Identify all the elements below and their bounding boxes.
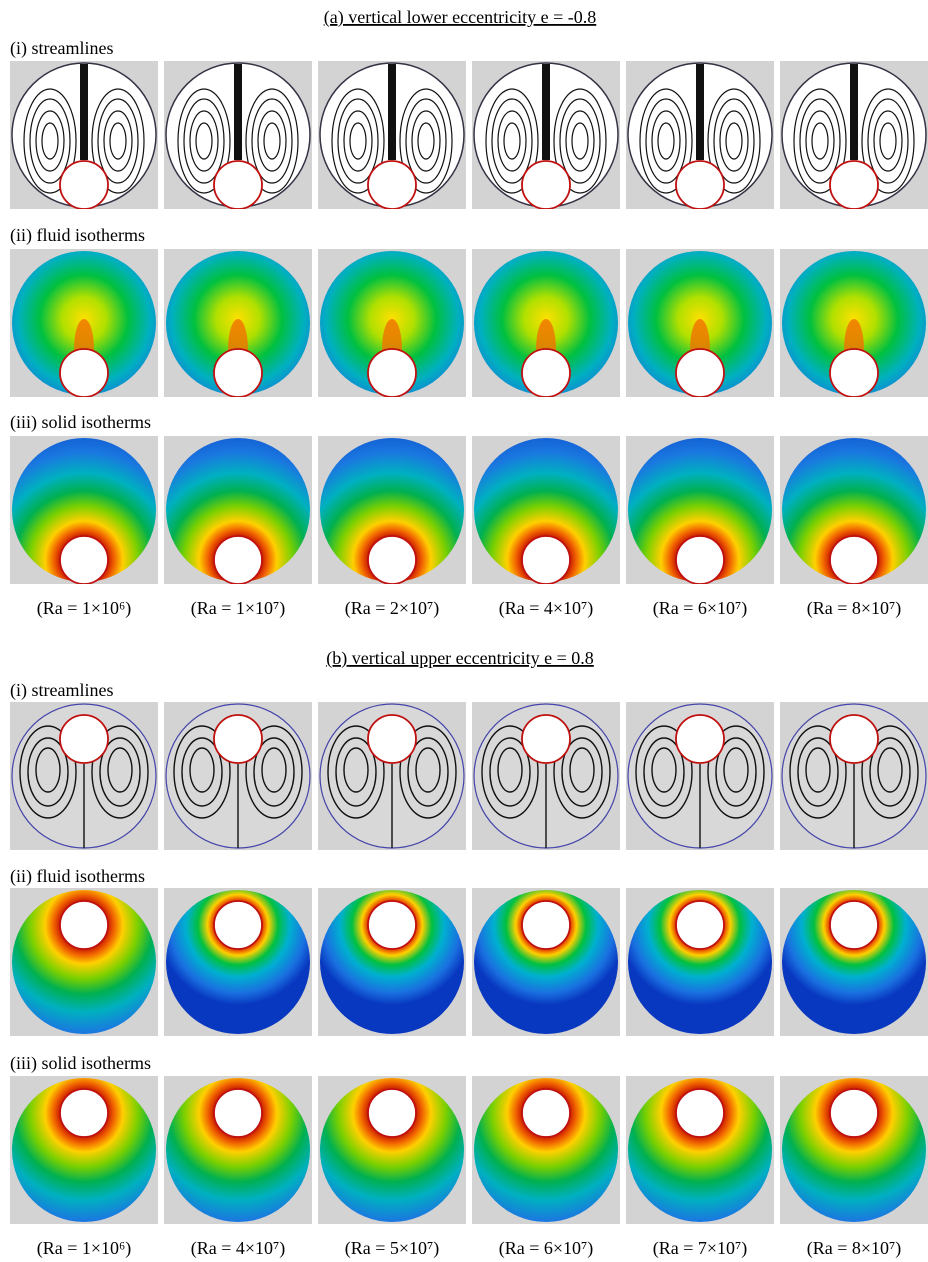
image-row (10, 436, 928, 584)
caption: (Ra = 1×10⁶) (37, 598, 132, 619)
panel-title: (a) vertical lower eccentricity e = -0.8 (324, 7, 597, 28)
isotherm-plot (164, 249, 312, 397)
figure: (a) vertical lower eccentricity e = -0.8… (0, 0, 928, 1262)
streamline-plot (318, 702, 466, 850)
isotherm-plot (318, 249, 466, 397)
caption: (Ra = 8×10⁷) (807, 598, 902, 619)
isotherm-plot (318, 436, 466, 584)
isotherm-plot (780, 436, 928, 584)
caption: (Ra = 4×10⁷) (499, 598, 594, 619)
image-row (10, 61, 928, 209)
isotherm-plot (164, 436, 312, 584)
isotherm-plot (626, 249, 774, 397)
streamline-plot (10, 702, 158, 850)
isotherm-plot (318, 888, 466, 1036)
row-label: (iii) solid isotherms (10, 412, 151, 433)
streamline-plot (780, 61, 928, 209)
caption: (Ra = 1×10⁷) (191, 598, 286, 619)
caption: (Ra = 7×10⁷) (653, 1238, 748, 1259)
streamline-plot (626, 702, 774, 850)
image-row (10, 1076, 928, 1224)
row-label: (ii) fluid isotherms (10, 225, 145, 246)
isotherm-plot (472, 888, 620, 1036)
caption: (Ra = 8×10⁷) (807, 1238, 902, 1259)
image-row (10, 249, 928, 397)
isotherm-plot (626, 436, 774, 584)
isotherm-plot (626, 1076, 774, 1224)
isotherm-plot (780, 888, 928, 1036)
isotherm-plot (472, 249, 620, 397)
isotherm-plot (164, 1076, 312, 1224)
streamline-plot (10, 61, 158, 209)
caption: (Ra = 2×10⁷) (345, 598, 440, 619)
isotherm-plot (10, 1076, 158, 1224)
streamline-plot (626, 61, 774, 209)
panel-title: (b) vertical upper eccentricity e = 0.8 (326, 648, 594, 669)
image-row (10, 702, 928, 850)
row-label: (iii) solid isotherms (10, 1053, 151, 1074)
streamline-plot (780, 702, 928, 850)
caption: (Ra = 6×10⁷) (653, 598, 748, 619)
streamline-plot (164, 61, 312, 209)
caption: (Ra = 5×10⁷) (345, 1238, 440, 1259)
caption: (Ra = 4×10⁷) (191, 1238, 286, 1259)
isotherm-plot (10, 436, 158, 584)
isotherm-plot (472, 436, 620, 584)
isotherm-plot (10, 249, 158, 397)
isotherm-plot (626, 888, 774, 1036)
isotherm-plot (10, 888, 158, 1036)
row-label: (ii) fluid isotherms (10, 866, 145, 887)
streamline-plot (164, 702, 312, 850)
isotherm-plot (472, 1076, 620, 1224)
isotherm-plot (164, 888, 312, 1036)
streamline-plot (318, 61, 466, 209)
streamline-plot (472, 702, 620, 850)
caption: (Ra = 6×10⁷) (499, 1238, 594, 1259)
caption: (Ra = 1×10⁶) (37, 1238, 132, 1259)
isotherm-plot (318, 1076, 466, 1224)
row-label: (i) streamlines (10, 38, 113, 59)
row-label: (i) streamlines (10, 680, 113, 701)
streamline-plot (472, 61, 620, 209)
image-row (10, 888, 928, 1036)
isotherm-plot (780, 249, 928, 397)
isotherm-plot (780, 1076, 928, 1224)
